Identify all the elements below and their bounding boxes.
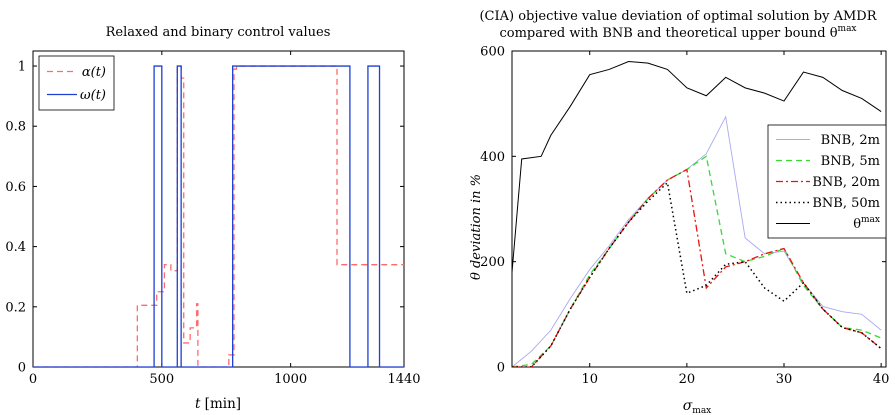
left-ytick-label: 1 [18, 60, 26, 75]
right-legend-label: BNB, 20m [812, 175, 880, 190]
right-legend-label: θmax [853, 215, 880, 232]
right-ytick-label: 0 [497, 361, 505, 376]
right-ytick-label: 200 [480, 255, 505, 270]
left-xtick-label: 1000 [274, 372, 307, 387]
left-series-line-2 [33, 65, 404, 367]
left-ytick-label: 0 [18, 361, 26, 376]
right-legend-label: BNB, 5m [821, 154, 880, 169]
right-chart-subtitle: compared with BNB and theoretical upper … [499, 24, 856, 41]
right-chart-xlabel: σmax [683, 398, 712, 415]
right-chart-title: (CIA) objective value deviation of optim… [479, 9, 877, 24]
right-series-line-4 [512, 181, 882, 367]
left-xtick-label: 500 [149, 372, 174, 387]
left-xtick-label: 1440 [387, 372, 420, 387]
right-xtick-label: 40 [873, 372, 890, 387]
left-chart-title: Relaxed and binary control values [106, 25, 331, 40]
left-legend-label: ω(t) [80, 88, 106, 103]
left-ytick-label: 0.8 [5, 120, 26, 135]
right-xtick-label: 20 [679, 372, 696, 387]
right-legend-label: BNB, 2m [821, 133, 880, 148]
left-xtick-label: 0 [29, 372, 37, 387]
right-ytick-label: 400 [480, 150, 505, 165]
left-chart-xlabel: t [min] [195, 396, 241, 412]
left-ytick-label: 0.4 [5, 240, 26, 255]
left-ytick-label: 0.2 [5, 300, 26, 315]
left-legend-label: α(t) [82, 65, 106, 80]
left-ytick-label: 0.6 [5, 180, 26, 195]
left-chart-xlabel-var: t [195, 396, 201, 412]
right-series-line-1 [512, 115, 882, 367]
right-xtick-label: 30 [776, 372, 793, 387]
right-legend-label: BNB, 50m [812, 196, 880, 211]
left-legend-box [38, 55, 115, 111]
right-xtick-label: 10 [581, 372, 598, 387]
right-series-line-5 [512, 61, 882, 273]
left-chart: 0 500 1000 1440 0 0.2 0.4 0.6 0.8 1 α(t) ω(t) [5, 50, 421, 387]
right-ytick-label: 600 [480, 45, 505, 60]
right-chart-ylabel: θ deviation in % [469, 174, 484, 280]
left-series-line-1 [33, 65, 404, 367]
